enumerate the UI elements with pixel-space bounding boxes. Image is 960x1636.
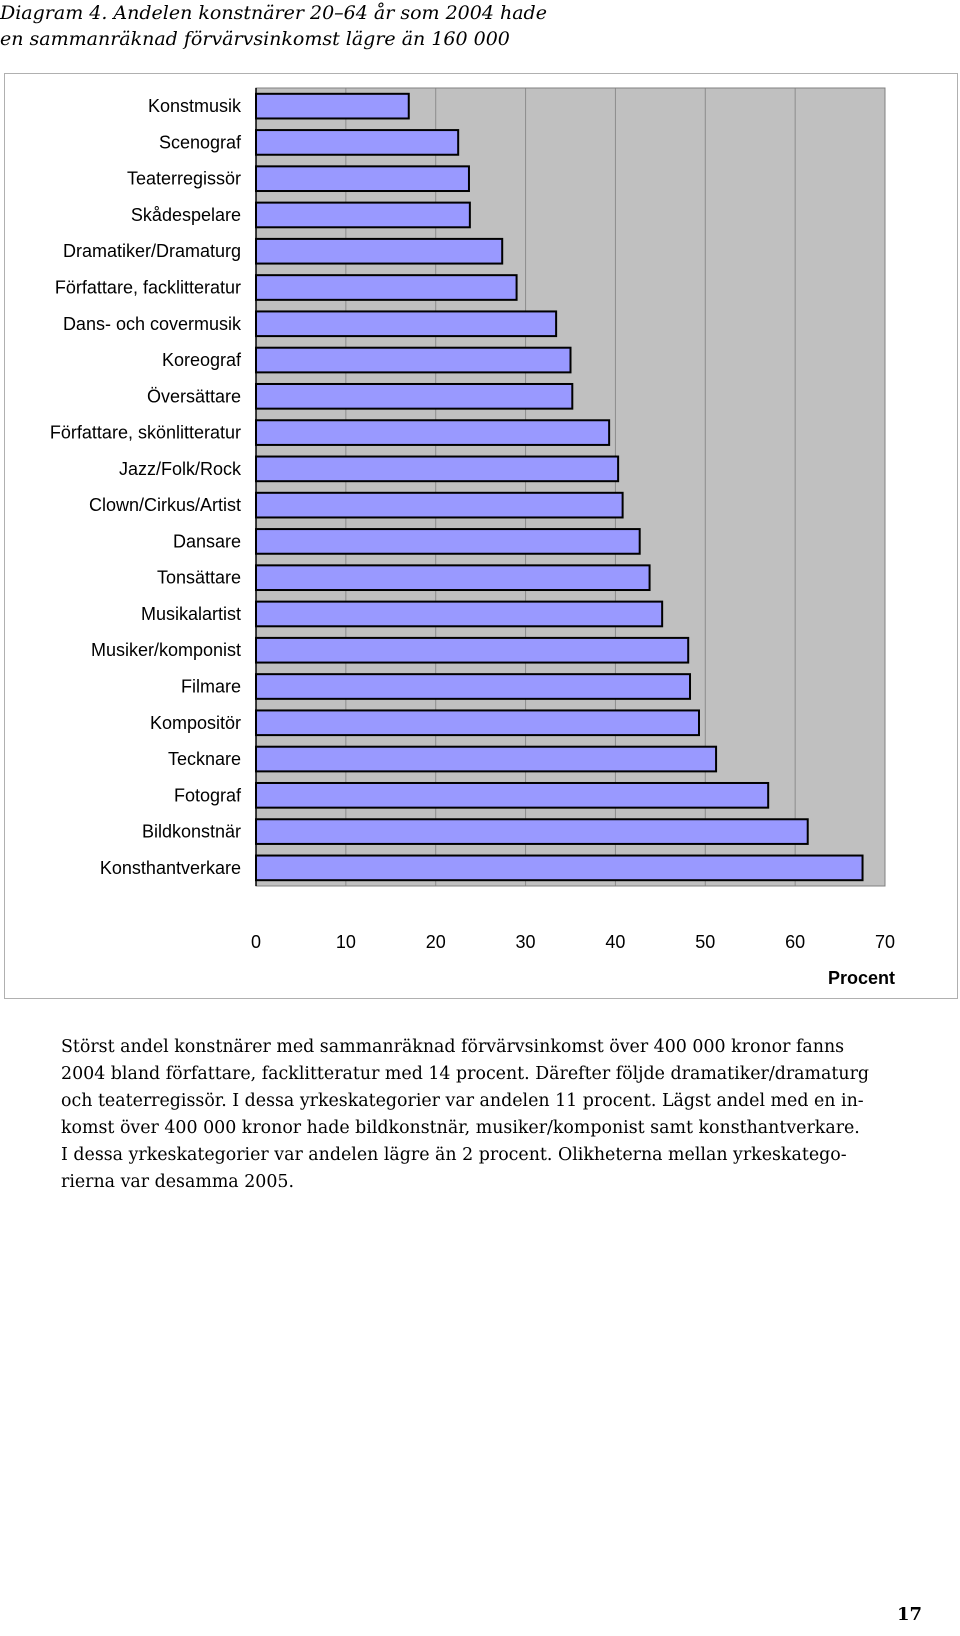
category-label: Dramatiker/Dramaturg [63,241,241,261]
x-tick-label: 40 [605,932,625,952]
category-label: Fotograf [174,785,242,805]
category-label: Dansare [173,531,241,551]
bar [255,600,664,628]
x-tick-label: 10 [336,932,356,952]
bar [255,636,690,664]
bar [255,129,460,156]
body-line-4: komst över 400 000 kronor hade bildkonst… [61,1118,860,1138]
bar [255,854,864,882]
bar [255,346,572,374]
category-label: Översättare [147,386,241,406]
category-label: Musikalartist [141,604,241,624]
bar [255,201,471,229]
caption-line-1: Diagram 4. Andelen konstnärer 20–64 år s… [0,2,547,24]
x-tick-label: 60 [785,932,805,952]
body-line-2: 2004 bland författare, facklitteratur me… [61,1064,870,1084]
category-label: Tecknare [168,749,241,769]
x-axis-title: Procent [828,968,895,988]
figure-caption: Diagram 4. Andelen konstnärer 20–64 år s… [0,0,620,52]
bar [255,564,651,592]
category-label: Kompositör [150,713,241,733]
bar [255,818,809,845]
category-label: Musiker/komponist [91,640,241,660]
body-line-6: rierna var desamma 2005. [61,1172,294,1192]
bar [255,165,470,193]
category-label: Teaterregissör [127,169,241,189]
bar [255,310,558,338]
bar [255,419,611,446]
bar-chart: Konstmusik Scenograf Teaterregissör Skådesp… [50,87,895,988]
body-paragraph: Störst andel konstnärer med sammanräknad… [61,1034,921,1196]
caption-line-2: en sammanräknad förvärvsinkomst lägre än… [0,28,510,50]
bar [255,745,718,773]
x-tick-label: 50 [695,932,715,952]
category-label: Skådespelare [131,205,241,225]
body-line-1: Störst andel konstnärer med sammanräknad… [61,1037,845,1057]
bar [255,92,410,120]
bar [255,491,624,519]
bar [255,455,620,483]
bar [255,274,518,301]
category-label: Bildkonstnär [142,822,241,842]
bar [255,709,700,737]
bar [255,528,641,555]
category-label: Författare, facklitteratur [55,278,241,298]
x-tick-label: 0 [251,932,261,952]
category-label: Scenograf [159,132,242,152]
body-line-3: och teaterregissör. I dessa yrkeskategor… [61,1091,864,1111]
body-line-5: I dessa yrkeskategorier var andelen lägr… [61,1145,847,1165]
page-number: 17 [896,1604,922,1625]
category-label: Författare, skönlitteratur [50,423,241,443]
x-tick-label: 30 [516,932,536,952]
category-label: Dans- och covermusik [63,314,242,334]
category-label: Tonsättare [157,568,241,588]
x-tick-label: 70 [875,932,895,952]
category-label: Clown/Cirkus/Artist [89,495,241,515]
chart-frame: Konstmusik Scenograf Teaterregissör Skådesp… [4,73,958,999]
x-tick-label: 20 [426,932,446,952]
bar [255,237,504,265]
category-label: Filmare [181,677,241,697]
category-label: Jazz/Folk/Rock [119,459,242,479]
category-label: Koreograf [162,350,242,370]
bar [255,781,770,809]
category-label: Konsthantverkare [100,858,241,878]
bar [255,673,692,700]
category-label: Konstmusik [148,96,242,116]
bar [255,382,574,410]
